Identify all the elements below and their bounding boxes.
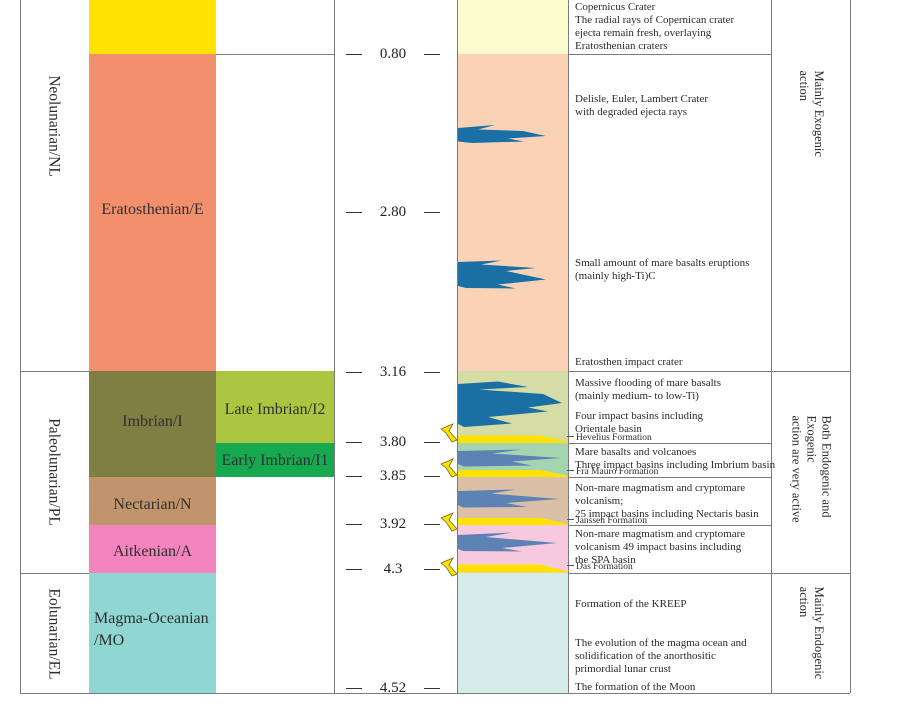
tick-dash xyxy=(346,371,362,374)
litho-section-early-imbrian xyxy=(457,443,568,477)
desc-eratosthen-crater: Eratosthen impact crater xyxy=(575,356,683,368)
row-line-4-3-right xyxy=(568,573,850,574)
desc-massive-flooding: Massive flooding of mare basalts (mainly… xyxy=(575,377,722,402)
age-tick-4-3: 4.3 xyxy=(346,561,440,578)
period-label-imbrian: Imbrian/I xyxy=(122,413,183,430)
desc-moon-formation: The formation of the Moon xyxy=(575,681,696,693)
period-label-eratosthenian: Eratosthenian/E xyxy=(101,201,204,218)
tick-dash xyxy=(424,371,440,374)
border-epoch-age xyxy=(334,0,335,693)
age-tick-value: 3.92 xyxy=(379,516,407,532)
row-line-0-80-epoch xyxy=(216,54,334,55)
border-left xyxy=(20,0,21,693)
age-tick-value: 2.80 xyxy=(379,204,407,220)
dart-marker-4-3 xyxy=(440,557,458,577)
tick-dash xyxy=(346,687,362,690)
border-litho-desc xyxy=(568,0,569,693)
age-tick-0-80: 0.80 xyxy=(346,46,440,63)
litho-section-nectarian xyxy=(457,477,568,525)
eon-label-neolunarian: Neolunarian/NL xyxy=(45,75,63,177)
period-label-magma-oceanian: Magma-Oceanian /MO xyxy=(94,610,209,649)
row-line-3-80-desc xyxy=(568,443,771,444)
age-tick-2-80: 2.80 xyxy=(346,204,440,221)
tick-dash xyxy=(424,53,440,56)
period-block-nectarian xyxy=(89,477,216,525)
litho-section-late-imbrian xyxy=(457,371,568,443)
desc-nectarian-volcanism: Non-mare magmatism and cryptomare volcan… xyxy=(575,482,759,520)
tick-dash xyxy=(424,441,440,444)
period-block-imbrian xyxy=(89,371,216,477)
tick-dash xyxy=(424,568,440,571)
litho-section-eratosthenian xyxy=(457,54,568,371)
border-desc-action xyxy=(771,0,772,693)
desc-kreep: Formation of the KREEP xyxy=(575,598,687,610)
age-tick-value: 4.52 xyxy=(379,680,407,696)
age-tick-3-16: 3.16 xyxy=(346,364,440,381)
row-line-0-80-desc xyxy=(568,54,771,55)
litho-section-magma-oceanian xyxy=(457,573,568,693)
tick-dash xyxy=(346,523,362,526)
age-tick-4-52: 4.52 xyxy=(346,680,440,697)
dart-marker-3-85 xyxy=(440,458,458,478)
tick-dash xyxy=(424,475,440,478)
period-block-eratosthenian xyxy=(89,54,216,371)
row-line-3-16-eon xyxy=(20,371,89,372)
desc-small-basalts: Small amount of mare basalts eruptions (… xyxy=(575,257,750,282)
period-block-magma-oceanian xyxy=(89,573,216,693)
formation-label-janssen: Janssen Formation xyxy=(576,516,647,526)
action-label-endogenic: Mainly Endogenic action xyxy=(797,586,826,680)
tick-dash xyxy=(346,53,362,56)
period-block-aitkenian xyxy=(89,525,216,573)
formation-label-das: Das Formation xyxy=(576,562,633,572)
tick-dash xyxy=(346,568,362,571)
epoch-label-late-imbrian: Late Imbrian/I2 xyxy=(224,401,326,418)
age-tick-value: 3.80 xyxy=(379,434,407,450)
formation-label-fra-mauro: Fra Mauro Formation xyxy=(576,466,659,477)
border-age-litho xyxy=(457,0,458,693)
tick-dash xyxy=(346,441,362,444)
row-line-4-3-eon xyxy=(20,573,89,574)
tick-dash xyxy=(424,687,440,690)
period-label-aitkenian: Aitkenian/A xyxy=(112,543,193,560)
border-bottom xyxy=(20,693,850,694)
dart-marker-3-80 xyxy=(440,423,458,443)
age-tick-value: 3.85 xyxy=(379,468,407,484)
row-line-3-85-desc xyxy=(568,477,771,478)
litho-section-aitkenian xyxy=(457,525,568,573)
litho-section-copernican xyxy=(457,0,568,54)
tick-dash xyxy=(346,211,362,214)
tick-dash xyxy=(346,475,362,478)
age-tick-3-80: 3.80 xyxy=(346,434,440,451)
eon-label-eolunarian: Eolunarian/EL xyxy=(45,588,63,680)
age-tick-value: 0.80 xyxy=(379,46,407,62)
desc-delisle-euler: Delisle, Euler, Lambert Crater with degr… xyxy=(575,93,709,118)
action-label-exogenic: Mainly Exogenic action xyxy=(797,70,826,157)
dart-marker-3-92 xyxy=(440,512,458,532)
eon-label-paleolunarian: Paleolunarian/PL xyxy=(45,418,63,526)
action-label-endo-exo: Both Endogenic and Exogenic action are v… xyxy=(789,415,834,523)
age-tick-value: 4.3 xyxy=(383,561,403,577)
period-block-copernican xyxy=(89,0,216,54)
row-line-3-16-right xyxy=(568,371,850,372)
desc-copernican: Copernicus Crater The radial rays of Cop… xyxy=(575,1,735,52)
desc-magma-ocean: The evolution of the magma ocean and sol… xyxy=(575,637,747,675)
age-tick-3-92: 3.92 xyxy=(346,516,440,533)
formation-label-hevelius: Hevelius Formation xyxy=(576,432,652,443)
row-line-3-92-desc xyxy=(568,525,771,526)
border-right xyxy=(850,0,851,693)
age-tick-value: 3.16 xyxy=(379,364,407,380)
tick-dash xyxy=(424,211,440,214)
tick-dash xyxy=(424,523,440,526)
epoch-block-late-imbrian xyxy=(216,371,334,443)
period-label-nectarian: Nectarian/N xyxy=(113,496,192,513)
epoch-block-early-imbrian xyxy=(216,443,334,477)
epoch-label-early-imbrian: Early Imbrian/I1 xyxy=(221,452,329,469)
age-tick-3-85: 3.85 xyxy=(346,468,440,485)
